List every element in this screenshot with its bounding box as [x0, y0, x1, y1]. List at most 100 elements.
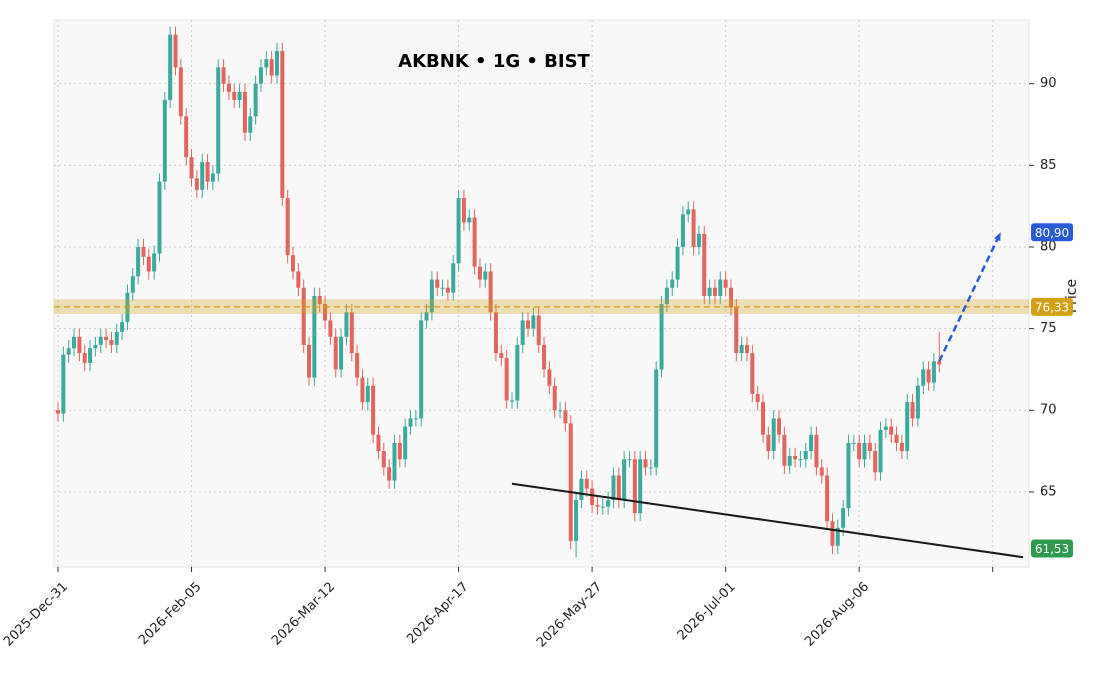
candle-body [296, 271, 301, 288]
plot-area [53, 19, 1030, 568]
candle-body [499, 353, 504, 358]
candle-body [761, 402, 766, 435]
chart-title: AKBNK • 1G • BIST [398, 51, 590, 72]
candle-body [787, 455, 792, 466]
x-tick-label: 2026-Feb-05 [136, 579, 205, 648]
candle-body [168, 34, 173, 101]
candle-body [467, 217, 472, 223]
candle-body [899, 442, 904, 452]
price-badge-label: 76,33 [1035, 300, 1069, 314]
candle-body [162, 100, 167, 182]
level-band [54, 299, 1029, 314]
candle-body [66, 348, 71, 355]
candle-body [515, 344, 520, 401]
candle-body [905, 402, 910, 452]
candle-body [627, 459, 632, 461]
candle-body [595, 504, 600, 507]
candle-body [782, 434, 787, 466]
candle-body [894, 434, 899, 443]
price-badge-label: 80,90 [1035, 226, 1069, 240]
candle-body [141, 246, 146, 257]
candle-body [205, 162, 210, 182]
candle-body [104, 336, 109, 341]
candle-body [82, 353, 87, 363]
candle-body [157, 181, 162, 254]
candle-body [509, 400, 514, 402]
candle-body [152, 253, 157, 272]
candle-body [654, 369, 659, 468]
candle-body [691, 209, 696, 247]
candle-body [600, 506, 605, 508]
candle-body [381, 451, 386, 468]
candle-body [616, 475, 621, 501]
candle-body [253, 83, 258, 117]
price-badge [1031, 539, 1073, 558]
candle-body [61, 354, 66, 414]
candle-body [242, 91, 247, 133]
candle-body [274, 51, 279, 76]
candle-body [344, 312, 349, 337]
candle-body [307, 344, 312, 378]
candle-body [643, 459, 648, 468]
candle-body [686, 209, 691, 215]
candle-body [558, 410, 563, 412]
candle-body [622, 459, 627, 501]
candle-body [867, 442, 872, 452]
candle-body [504, 357, 509, 401]
candle-body [819, 467, 824, 476]
candle-body [397, 442, 402, 460]
candle-body [477, 266, 482, 280]
candle-body [728, 287, 733, 308]
x-tick-label: 2026-Apr-17 [404, 579, 471, 646]
candle-body [584, 478, 589, 489]
candle-body [258, 67, 263, 84]
candle-body [333, 336, 338, 370]
candle-body [237, 91, 242, 101]
price-badge [1031, 223, 1073, 242]
candle-body [744, 344, 749, 354]
candle-body [926, 369, 931, 383]
candle-body [93, 344, 98, 349]
candle-body [611, 475, 616, 501]
candle-body [835, 527, 840, 546]
candle-body [440, 287, 445, 289]
candle-body [445, 287, 450, 293]
candle-body [670, 279, 675, 288]
candle-body [221, 67, 226, 84]
candle-body [542, 344, 547, 370]
candle-body [910, 402, 915, 419]
candle-body [472, 217, 477, 267]
candle-body [280, 51, 285, 198]
candle-body [675, 246, 680, 280]
price-badge [1031, 297, 1073, 316]
candle-body [56, 410, 61, 414]
candle-body [777, 418, 782, 435]
candle-body [146, 256, 151, 272]
candle-body [387, 467, 392, 481]
candle-body [739, 344, 744, 354]
candle-body [136, 246, 141, 277]
candle-body [878, 429, 883, 473]
candle-body [798, 459, 803, 461]
candle-body [755, 393, 760, 403]
candle-body [718, 279, 723, 296]
x-tick-label: 2026-May-27 [534, 579, 605, 650]
candle-body [857, 442, 862, 460]
y-tick-label: 90 [1040, 76, 1057, 91]
candle-body [915, 385, 920, 419]
candle-body [750, 353, 755, 394]
x-tick-label: 2026-Aug-06 [802, 579, 872, 649]
candle-body [349, 312, 354, 354]
candle-body [851, 442, 856, 444]
candle-body [809, 434, 814, 452]
candle-body [269, 59, 274, 76]
candle-body [226, 83, 231, 92]
candle-body [419, 320, 424, 419]
candle-body [323, 304, 328, 321]
candle-body [120, 322, 125, 332]
candle-body [371, 385, 376, 435]
y-tick-label: 75 [1040, 321, 1057, 336]
candle-body [210, 173, 215, 182]
candle-body [873, 451, 878, 473]
